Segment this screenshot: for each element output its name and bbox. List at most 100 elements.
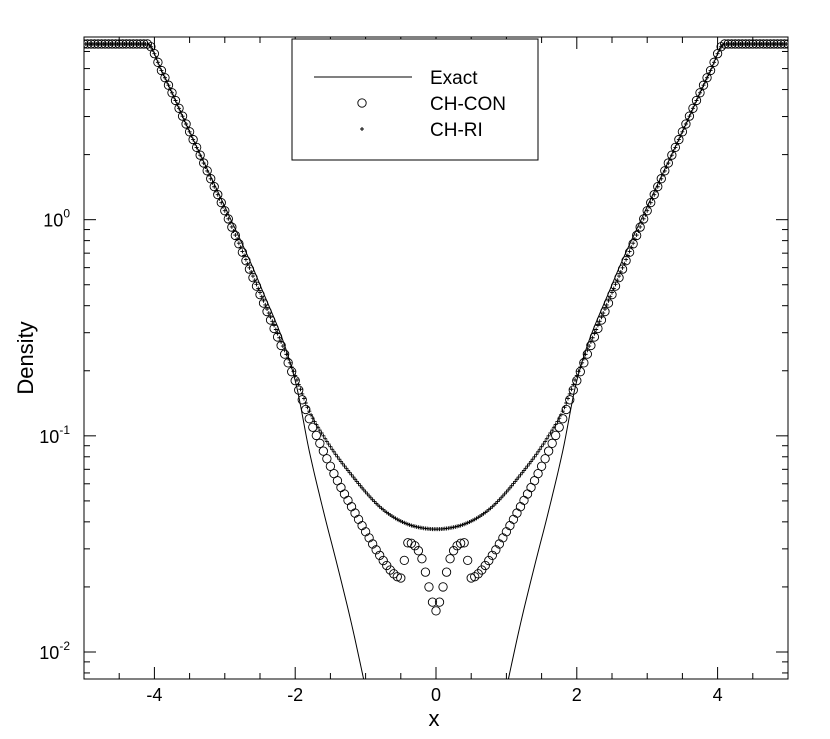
ch-ri-point bbox=[164, 79, 169, 84]
ch-ri-point bbox=[258, 290, 262, 295]
x-tick-label: 2 bbox=[572, 685, 582, 705]
ch-ri-point bbox=[157, 64, 162, 69]
ch-ri-point bbox=[182, 118, 187, 123]
ch-con-point bbox=[420, 567, 431, 577]
y-tick-label: 10-1 bbox=[39, 423, 70, 447]
ch-ri-point bbox=[226, 216, 231, 221]
ch-ri-point bbox=[710, 64, 715, 69]
ch-ri-point bbox=[618, 269, 623, 274]
ch-ri-point bbox=[219, 200, 224, 205]
ch-con-point bbox=[628, 239, 638, 249]
ch-ri-point bbox=[150, 47, 155, 52]
ch-con-point bbox=[237, 247, 248, 257]
ch-ri-point bbox=[323, 436, 328, 441]
ch-ri-point bbox=[161, 72, 166, 77]
ch-con-point bbox=[375, 550, 385, 560]
y-axis-label: Density bbox=[13, 321, 38, 394]
ch-ri-point bbox=[646, 204, 651, 209]
ch-ri-point bbox=[210, 180, 215, 185]
ch-ri-point bbox=[548, 431, 553, 436]
ch-ri-point bbox=[286, 356, 291, 361]
ch-con-point bbox=[480, 560, 490, 571]
ch-ri-point bbox=[676, 137, 681, 142]
ch-ri-point bbox=[177, 106, 182, 111]
ch-con-point bbox=[427, 597, 438, 607]
ch-ri-point bbox=[594, 327, 599, 332]
ch-ri-point bbox=[148, 44, 153, 49]
ch-ri-point bbox=[302, 396, 306, 401]
ch-ri-point bbox=[217, 196, 222, 201]
ch-ri-point bbox=[601, 311, 606, 316]
y-tick-base: 10 bbox=[39, 427, 59, 447]
ch-ri-point bbox=[662, 168, 667, 173]
ch-ri-point bbox=[328, 444, 333, 449]
ch-ri-point bbox=[567, 391, 572, 396]
x-tick-label: 0 bbox=[431, 685, 441, 705]
ch-ri-point bbox=[273, 327, 278, 332]
ch-ri-point bbox=[682, 125, 687, 130]
ch-ri-point bbox=[685, 118, 690, 123]
ch-con-point bbox=[413, 546, 424, 556]
ch-ri-point bbox=[173, 98, 178, 103]
ch-ri-point bbox=[272, 323, 277, 328]
ch-ri-point bbox=[624, 257, 629, 262]
ch-ri-point bbox=[530, 457, 535, 462]
ch-ri-point bbox=[553, 422, 558, 427]
ch-ri-point bbox=[599, 315, 604, 320]
ch-ri-point bbox=[511, 481, 516, 486]
ch-ri-point bbox=[638, 224, 643, 229]
ch-con-point bbox=[470, 572, 480, 582]
ch-ri-point bbox=[689, 110, 694, 115]
ch-ri-point bbox=[694, 98, 699, 103]
ch-con-point bbox=[487, 550, 497, 560]
ch-ri-point bbox=[550, 428, 555, 433]
ch-ri-point bbox=[187, 129, 192, 134]
legend-label-exact: Exact bbox=[430, 68, 478, 89]
ch-ri-point bbox=[154, 55, 159, 60]
ch-ri-point bbox=[192, 141, 197, 146]
x-tick-label: -4 bbox=[146, 685, 162, 705]
ch-ri-point bbox=[557, 416, 562, 421]
ch-ri-point bbox=[592, 331, 597, 336]
ch-ri-point bbox=[513, 479, 518, 484]
ch-ri-point bbox=[532, 454, 537, 459]
ch-con-point bbox=[325, 461, 336, 471]
ch-con-point bbox=[621, 256, 631, 266]
ch-ri-point bbox=[574, 373, 579, 378]
ch-ri-point bbox=[249, 269, 254, 274]
ch-ri-point bbox=[194, 145, 199, 150]
legend: Exact CH-CON CH-RI bbox=[291, 38, 539, 161]
ch-con-point bbox=[389, 569, 399, 579]
ch-ri-point bbox=[529, 459, 534, 464]
ch-con-point bbox=[484, 555, 494, 566]
ch-ri-point bbox=[170, 90, 174, 95]
ch-ri-point bbox=[713, 55, 718, 60]
ch-con-point bbox=[434, 597, 445, 607]
ch-ri-point bbox=[361, 487, 366, 492]
ch-ri-point bbox=[189, 133, 194, 138]
ch-ri-point bbox=[587, 344, 592, 349]
ch-ri-point bbox=[235, 237, 240, 242]
ch-ri-point bbox=[282, 348, 287, 353]
ch-ri-point bbox=[298, 387, 303, 392]
ch-ri-point bbox=[175, 102, 180, 107]
ch-con-point bbox=[455, 538, 466, 548]
ch-con-point bbox=[378, 555, 388, 566]
ch-ri-point bbox=[578, 365, 583, 370]
ch-ri-point bbox=[786, 41, 788, 46]
ch-ri-point bbox=[214, 188, 218, 193]
ch-con-point bbox=[431, 606, 441, 616]
ch-ri-point bbox=[351, 475, 356, 480]
ch-ri-point bbox=[664, 165, 669, 169]
ch-ri-point bbox=[643, 212, 648, 217]
ch-ri-point bbox=[231, 228, 236, 233]
ch-ri-point bbox=[324, 439, 329, 444]
ch-ri-point bbox=[247, 265, 252, 270]
ch-ri-point bbox=[354, 479, 359, 484]
ch-ri-point bbox=[312, 419, 317, 424]
ch-ri-point bbox=[335, 454, 340, 459]
legend-ch-con-marker bbox=[357, 98, 367, 108]
ch-ri-point bbox=[206, 172, 211, 177]
ch-ri-point bbox=[602, 307, 607, 311]
ch-ri-point bbox=[518, 472, 523, 477]
